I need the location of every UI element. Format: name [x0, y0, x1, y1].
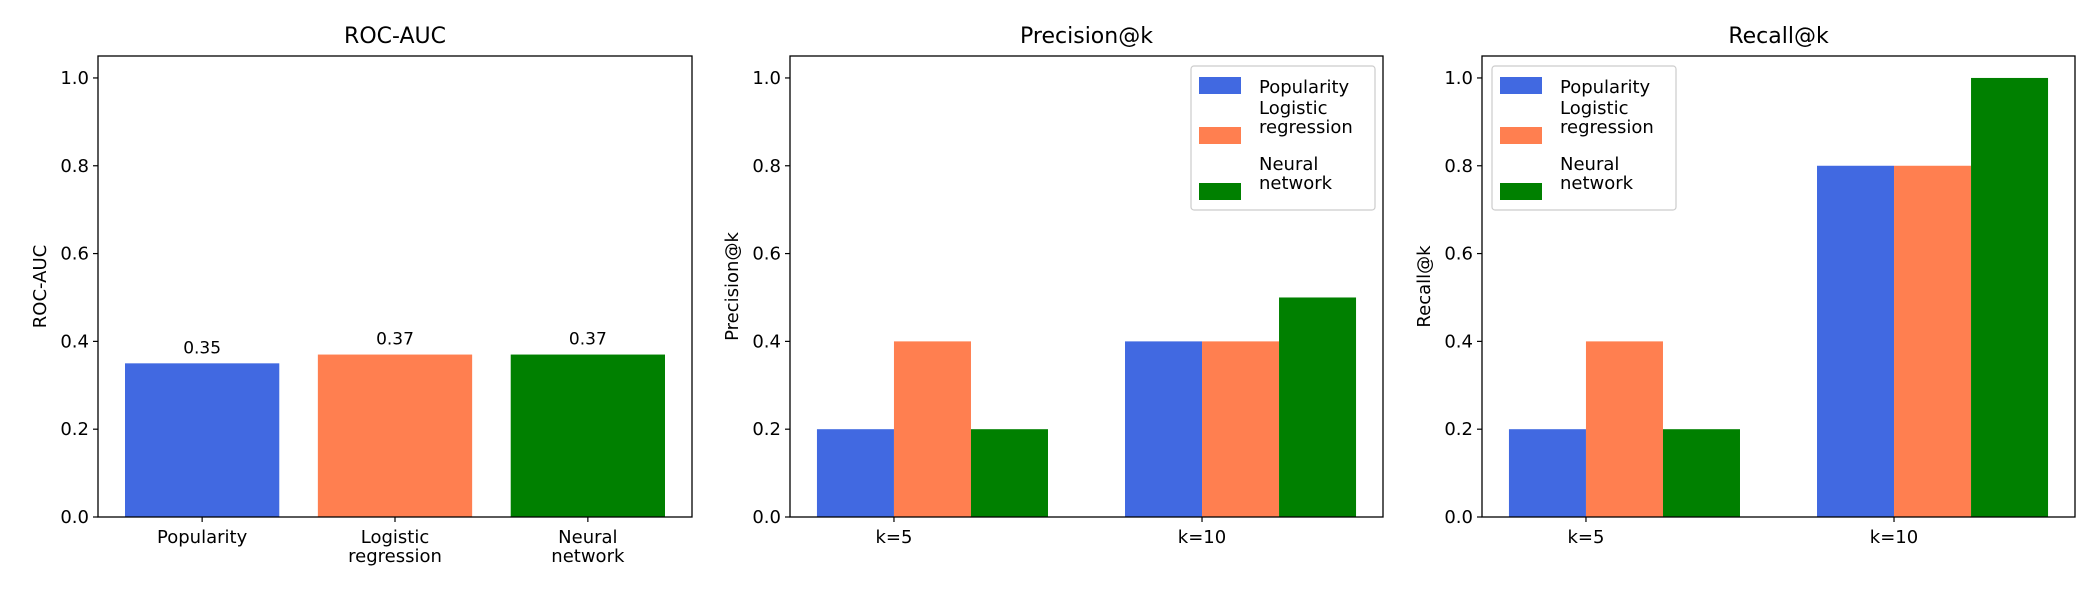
legend-label-line: Neural [1560, 154, 1619, 175]
bar [1662, 429, 1740, 517]
y-tick-label: 0.0 [1444, 507, 1473, 528]
y-tick-label: 0.8 [60, 156, 89, 177]
y-tick-label: 0.2 [752, 419, 781, 440]
y-tick-label: 0.2 [60, 419, 89, 440]
legend-label: Popularity [1560, 77, 1651, 98]
bar [893, 341, 971, 517]
y-tick-label: 1.0 [60, 68, 89, 89]
legend-label: Logistic regression [1259, 98, 1353, 138]
y-tick-label: 0.8 [1444, 156, 1473, 177]
legend-label-line: Logistic [1259, 98, 1327, 119]
y-tick-label: 1.0 [752, 68, 781, 89]
bar [1894, 165, 1972, 517]
legend-swatch [1500, 77, 1542, 94]
legend-label: Neural network [1560, 154, 1634, 194]
bar [510, 354, 665, 517]
x-tick-label: Neural network [551, 527, 625, 567]
legend-box [1190, 65, 1376, 211]
bar [1279, 297, 1357, 517]
legend-swatch [1199, 127, 1241, 144]
x-tick-label: Logistic regression [348, 527, 442, 567]
legend-label: Logistic regression [1560, 98, 1654, 138]
axes-frame [1481, 55, 2076, 518]
y-tick-label: 0.2 [1444, 419, 1473, 440]
x-tick-label: k=5 [875, 527, 912, 548]
bar [1508, 429, 1586, 517]
subplot-precision-k: k=5 k=10 0.0 0.2 0.4 0.6 0.8 1.0 Precision@k Prec… [722, 24, 1384, 548]
bar [125, 363, 280, 517]
legend-box [1491, 65, 1677, 211]
y-axis-label: Recall@k [1414, 245, 1435, 328]
axes-frame [97, 55, 693, 518]
bar [1125, 341, 1203, 517]
bar [970, 429, 1048, 517]
x-tick-label-line: network [551, 546, 625, 567]
x-tick-label: Popularity [157, 527, 248, 548]
bar-value-label: 0.35 [183, 338, 221, 358]
chart-title: ROC-AUC [344, 24, 446, 49]
bar [1202, 341, 1280, 517]
y-tick-label: 0.6 [1444, 244, 1473, 265]
y-tick-label: 0.0 [60, 507, 89, 528]
legend-swatch [1199, 183, 1241, 200]
legend-label: Neural network [1259, 154, 1333, 194]
bar [1817, 165, 1895, 517]
x-tick-label: k=10 [1178, 527, 1226, 548]
x-tick-label-line: Logistic [361, 527, 429, 548]
bar-value-label: 0.37 [569, 330, 607, 350]
y-tick-label: 0.0 [752, 507, 781, 528]
legend-label-line: network [1259, 173, 1333, 194]
axes-frame [789, 55, 1384, 518]
legend-swatch [1500, 127, 1542, 144]
chart-title: Recall@k [1728, 24, 1829, 49]
bar [317, 354, 473, 517]
y-tick-label: 0.6 [752, 244, 781, 265]
bar [1585, 341, 1663, 517]
x-tick-label: k=5 [1567, 527, 1604, 548]
subplot-recall-k: k=5 k=10 0.0 0.2 0.4 0.6 0.8 1.0 Recall@k Recall@… [1414, 24, 2076, 548]
bar [816, 429, 894, 517]
x-tick-label-line: regression [348, 546, 442, 567]
bar-value-label: 0.37 [376, 330, 414, 350]
y-tick-label: 0.4 [60, 331, 89, 352]
chart-title: Precision@k [1020, 24, 1153, 49]
legend-swatch [1199, 77, 1241, 94]
legend-label-line: Logistic [1560, 98, 1628, 119]
x-tick-label-line: Neural [558, 527, 617, 548]
subplot-roc-auc: 0.35 0.37 0.37 Popularity Logistic regression… [30, 24, 693, 567]
bar [1971, 77, 2049, 517]
y-tick-label: 0.4 [1444, 331, 1473, 352]
legend-label: Popularity [1259, 77, 1350, 98]
y-tick-label: 1.0 [1444, 68, 1473, 89]
legend-swatch [1500, 183, 1542, 200]
y-axis-label: ROC-AUC [30, 245, 51, 328]
legend-label-line: regression [1259, 117, 1353, 138]
legend-label-line: regression [1560, 117, 1654, 138]
y-axis-label: Precision@k [722, 232, 743, 341]
y-tick-label: 0.8 [752, 156, 781, 177]
y-tick-label: 0.6 [60, 244, 89, 265]
legend-label-line: network [1560, 173, 1634, 194]
y-tick-label: 0.4 [752, 331, 781, 352]
legend-label-line: Neural [1259, 154, 1318, 175]
x-tick-label: k=10 [1870, 527, 1918, 548]
